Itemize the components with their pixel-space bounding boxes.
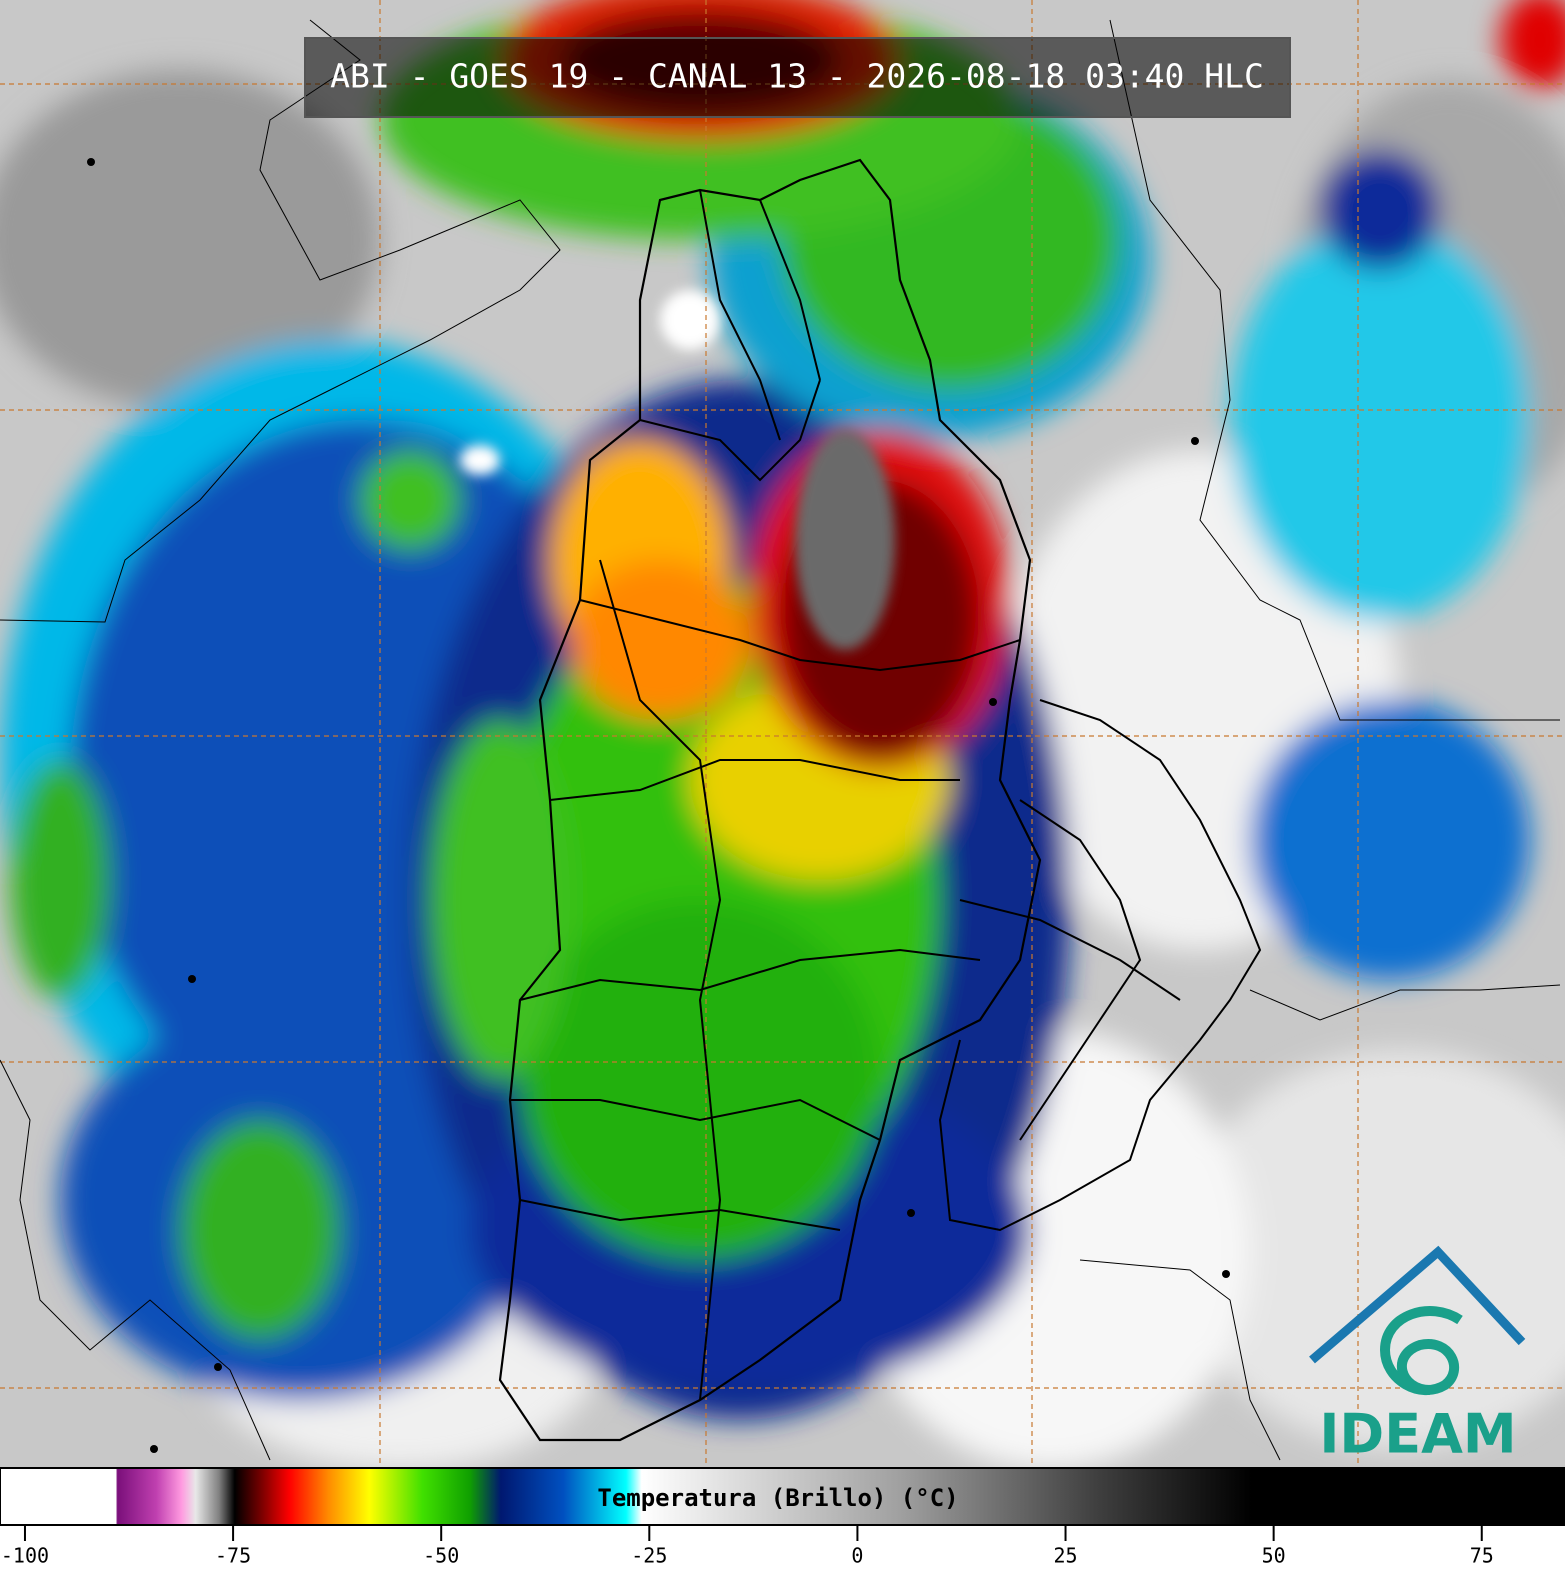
title: ABI - GOES 19 - CANAL 13 - 2026-08-18 03… [330,57,1264,96]
boundaries [0,19,1561,1461]
city-dots [87,158,1230,1453]
tick-label: 25 [1053,1544,1077,1568]
colorbar-label: Temperatura (Brillo) (°C) [597,1484,958,1512]
tick-label: -50 [423,1544,459,1568]
tick-label: 50 [1262,1544,1286,1568]
colorbar: Temperatura (Brillo) (°C) [0,1467,1565,1526]
tick-label: 75 [1470,1544,1494,1568]
logo: IDEAM [1309,1245,1526,1466]
cloud-field [0,0,1565,1470]
logo-text: IDEAM [1319,1403,1516,1466]
tick-label: -75 [215,1544,251,1568]
tick-label: 0 [851,1544,863,1568]
tick-label: -25 [631,1544,667,1568]
tick-label: -100 [1,1544,49,1568]
title-box: ABI - GOES 19 - CANAL 13 - 2026-08-18 03… [304,37,1291,118]
grid [0,0,1565,1468]
